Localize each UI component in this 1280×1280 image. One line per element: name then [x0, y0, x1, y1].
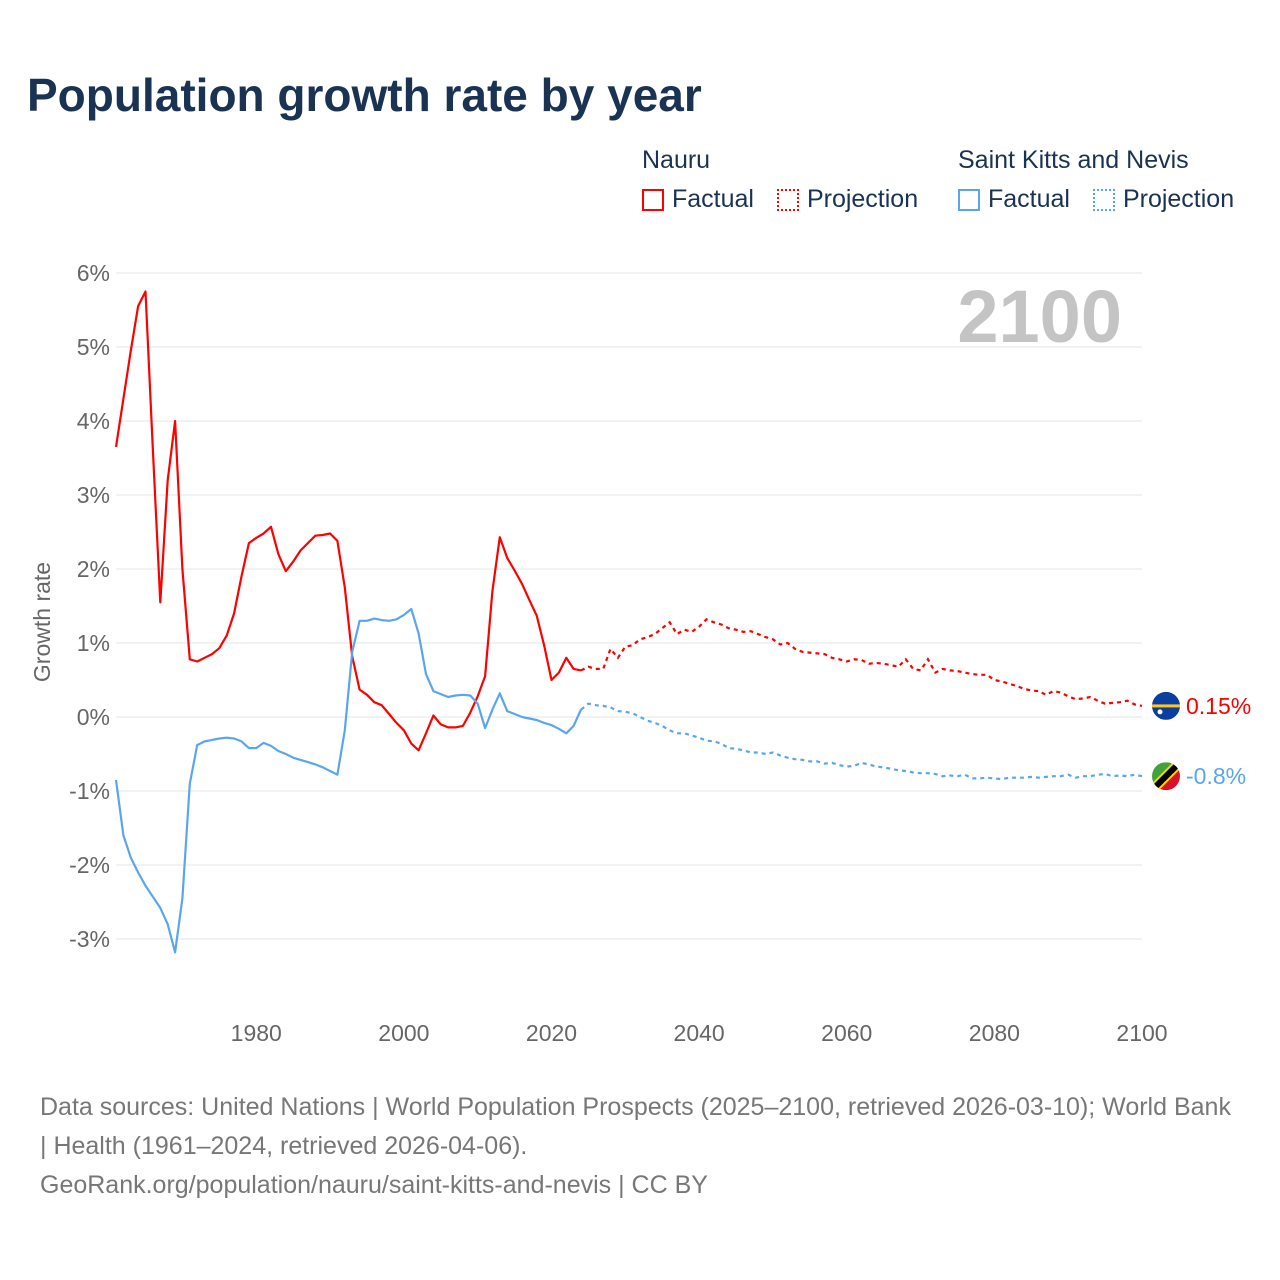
x-tick-label: 2100	[1116, 1020, 1167, 1046]
year-watermark: 2100	[957, 275, 1122, 358]
legend-item-projection[interactable]: Projection	[776, 185, 919, 214]
x-tick-label: 2000	[378, 1020, 429, 1046]
end-value-label: -0.8%	[1186, 763, 1246, 789]
x-tick-label: 1980	[231, 1020, 282, 1046]
end-value-label: 0.15%	[1186, 693, 1251, 719]
legend-country: Saint Kitts and Nevis	[958, 146, 1189, 174]
chart-title: Population growth rate by year	[27, 69, 702, 121]
y-tick-label: 4%	[77, 408, 110, 434]
footer: Data sources: United Nations | World Pop…	[40, 1088, 1240, 1205]
y-tick-label: -3%	[69, 926, 110, 952]
legend-country: Nauru	[642, 146, 711, 174]
legend-label: Projection	[806, 185, 919, 213]
y-tick-label: 6%	[77, 260, 110, 286]
legend-swatch-solid	[642, 188, 664, 211]
series-line-1-projection	[580, 702, 1143, 781]
line-chart: 2100 Growth rate -3% -2% -1% 0% 1% 2% 3% 4% 5% 6%…	[29, 260, 1251, 1046]
legend-label: Projection	[1122, 185, 1235, 213]
y-tick-label: 3%	[77, 482, 110, 508]
legend-item-projection[interactable]: Projection	[1092, 185, 1235, 214]
legend-nauru: Nauru Factual Projection	[642, 146, 934, 218]
legend-swatch-dotted	[776, 188, 799, 211]
legend-item-factual[interactable]: Factual	[958, 185, 1070, 214]
series-line-0-factual	[114, 290, 582, 752]
y-tick-label: -2%	[69, 852, 110, 878]
x-tick-label: 2080	[969, 1020, 1020, 1046]
nauru-flag-icon	[1152, 691, 1180, 720]
y-tick-label: 5%	[77, 334, 110, 360]
legend-saint-kitts-and-nevis: Saint Kitts and Nevis Factual Projection	[958, 146, 1250, 218]
series-line-0-projection	[580, 618, 1143, 707]
y-tick-label: -1%	[69, 778, 110, 804]
legend-swatch-dotted	[1092, 188, 1115, 211]
data-sources: Data sources: United Nations | World Pop…	[40, 1093, 1231, 1160]
flag-star	[1157, 709, 1163, 715]
legend-item-factual[interactable]: Factual	[642, 185, 754, 214]
x-tick-label: 2040	[674, 1020, 725, 1046]
y-tick-label: 1%	[77, 630, 110, 656]
y-tick-label: 2%	[77, 556, 110, 582]
y-axis-label: Growth rate	[29, 562, 55, 682]
x-tick-label: 2060	[821, 1020, 872, 1046]
flag-stripe	[1152, 704, 1180, 708]
legend-label: Factual	[988, 185, 1070, 213]
x-tick-label: 2020	[526, 1020, 577, 1046]
saint-kitts-flag-icon	[1152, 762, 1180, 791]
series-line-1-factual	[114, 607, 583, 954]
legend-swatch-solid	[958, 188, 980, 211]
y-tick-label: 0%	[77, 704, 110, 730]
legend-label: Factual	[672, 185, 754, 213]
source-link[interactable]: GeoRank.org/population/nauru/saint-kitts…	[40, 1171, 708, 1199]
